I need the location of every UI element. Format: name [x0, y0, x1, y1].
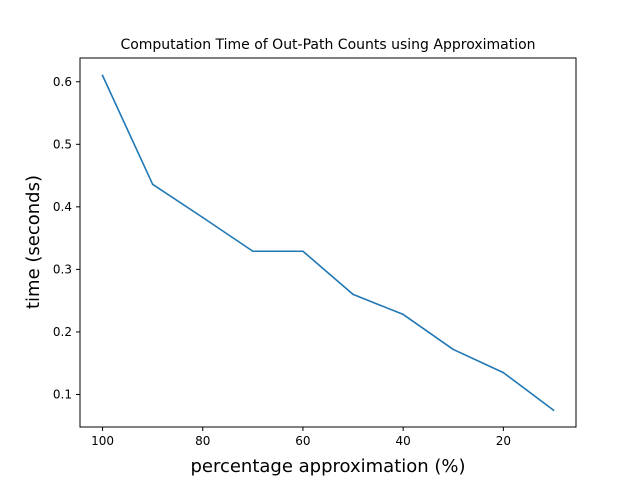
y-tick-label: 0.4 [53, 200, 72, 214]
y-tick-label: 0.3 [53, 262, 72, 276]
data-point [452, 348, 455, 351]
y-tick-label: 0.5 [53, 137, 72, 151]
data-point [101, 74, 104, 77]
x-axis-label: percentage approximation (%) [190, 456, 465, 477]
data-point [352, 293, 354, 296]
y-axis-label: time (seconds) [23, 175, 44, 309]
x-tick-label: 80 [195, 434, 210, 448]
x-axis: 100 80 60 40 20 [91, 427, 511, 448]
y-tick-label: 0.6 [53, 75, 72, 89]
data-point [252, 250, 254, 253]
chart-title: Computation Time of Out-Path Counts usin… [120, 37, 535, 53]
x-tick-label: 60 [295, 434, 310, 448]
x-tick-label: 100 [91, 434, 114, 448]
y-tick-label: 0.2 [53, 325, 72, 339]
data-point [151, 183, 154, 186]
x-tick-label: 20 [496, 434, 511, 448]
data-point [302, 250, 304, 253]
plot-area [101, 74, 555, 412]
data-point [502, 371, 505, 374]
axes-frame [79, 57, 577, 428]
data-point [201, 216, 204, 219]
x-tick-label: 40 [396, 434, 411, 448]
series-line [101, 74, 555, 412]
data-point [552, 409, 555, 411]
data-point [402, 313, 404, 316]
y-axis: 0.1 0.2 0.3 0.4 0.5 0.6 [53, 75, 80, 401]
y-tick-label: 0.1 [53, 387, 72, 401]
